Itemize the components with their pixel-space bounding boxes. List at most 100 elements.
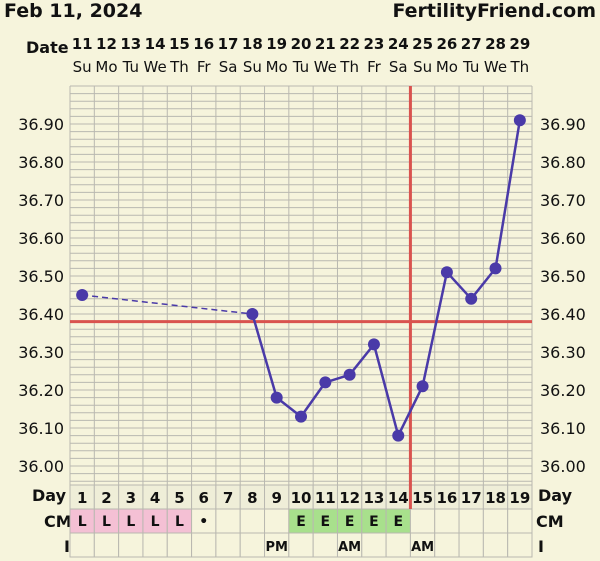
- cycle-day-label: 18: [485, 489, 506, 507]
- weekday-label: Tu: [462, 58, 479, 76]
- date-label: 29: [509, 35, 530, 53]
- intercourse-label: AM: [338, 540, 361, 555]
- weekday-label: Su: [73, 58, 92, 76]
- date-label: 21: [315, 35, 336, 53]
- weekday-label: Mo: [266, 58, 288, 76]
- temperature-segment: [421, 271, 449, 387]
- date-label: 25: [412, 35, 433, 53]
- temperature-segment: [251, 313, 278, 398]
- intercourse-cell: [69, 532, 95, 558]
- cycle-day-label: 13: [364, 489, 385, 507]
- cycle-day-label: 6: [199, 489, 209, 507]
- y-tick-label-left: 36.70: [18, 191, 64, 210]
- cm-label: E: [393, 514, 403, 530]
- intercourse-cell: [215, 532, 241, 558]
- cycle-day-label: 7: [223, 489, 233, 507]
- temperature-point: [465, 292, 478, 305]
- weekday-label: Th: [169, 58, 189, 76]
- cycle-day-label: 14: [388, 489, 409, 507]
- cm-cell: [458, 508, 484, 534]
- temperature-segment: [372, 344, 400, 436]
- weekday-label: Sa: [389, 58, 408, 76]
- y-tick-label-left: 36.80: [18, 153, 64, 172]
- intercourse-cell: [458, 532, 484, 558]
- date-label: 17: [218, 35, 239, 53]
- weekday-label: Mo: [436, 58, 458, 76]
- y-tick-label-right: 36.10: [540, 419, 586, 438]
- cm-label: L: [78, 514, 87, 530]
- temperature-point: [440, 266, 453, 279]
- date-label: 22: [339, 35, 360, 53]
- cm-cell: [239, 508, 266, 534]
- day-cell: [118, 484, 144, 510]
- cm-cell: [361, 508, 387, 534]
- cycle-day-label: 3: [126, 489, 136, 507]
- intercourse-cell: [191, 532, 217, 558]
- y-tick-label-left: 36.90: [18, 115, 64, 134]
- weekday-label: Su: [413, 58, 432, 76]
- date-label: 13: [120, 35, 141, 53]
- y-tick-label-left: 36.10: [18, 419, 64, 438]
- date-label: 24: [388, 35, 409, 53]
- y-tick-label-right: 36.30: [540, 343, 586, 362]
- temperature-point: [76, 289, 89, 301]
- cycle-day-label: 5: [174, 489, 184, 507]
- y-tick-label-right: 36.40: [540, 305, 586, 324]
- cycle-day-label: 11: [315, 489, 336, 507]
- cm-cell: [434, 508, 460, 534]
- intercourse-row-label-left: I: [64, 537, 70, 556]
- cycle-day-label: 19: [509, 489, 530, 507]
- cm-cell: [264, 508, 290, 534]
- intercourse-cell: [288, 532, 314, 558]
- date-label: 26: [436, 35, 457, 53]
- cm-label: E: [369, 514, 379, 530]
- temperature-point: [343, 368, 356, 381]
- intercourse-cell: [507, 532, 533, 558]
- y-tick-label-left: 36.50: [18, 267, 64, 286]
- date-label: 20: [291, 35, 312, 53]
- date-label: 14: [145, 35, 166, 53]
- temperature-point: [270, 391, 283, 404]
- weekday-label: We: [144, 58, 167, 76]
- y-tick-label-right: 36.80: [540, 153, 586, 172]
- cycle-day-label: 16: [436, 489, 457, 507]
- cm-label: E: [321, 514, 331, 530]
- cm-cell: [69, 508, 95, 534]
- date-label: 19: [266, 35, 287, 53]
- cm-cell: [507, 508, 533, 534]
- cycle-day-label: 2: [101, 489, 111, 507]
- y-tick-label-left: 36.40: [18, 305, 64, 324]
- temperature-point: [392, 429, 405, 442]
- intercourse-cell: [312, 532, 338, 558]
- cm-cell: [336, 508, 363, 534]
- intercourse-cell: [264, 532, 290, 558]
- cycle-day-label: 15: [412, 489, 433, 507]
- y-tick-label-right: 36.50: [540, 267, 586, 286]
- date-row-label: Date: [26, 38, 69, 57]
- cm-row-label-left: CM: [44, 512, 72, 531]
- cm-label: E: [345, 514, 355, 530]
- cm-label: •: [199, 514, 208, 530]
- intercourse-cell: [239, 532, 266, 558]
- intercourse-row-label-right: I: [538, 537, 544, 556]
- weekday-label: Th: [510, 58, 530, 76]
- weekday-label: Tu: [292, 58, 309, 76]
- intercourse-cell: [361, 532, 387, 558]
- cm-cell: [215, 508, 241, 534]
- date-label: 28: [485, 35, 506, 53]
- intercourse-cell: [118, 532, 144, 558]
- day-cell: [434, 484, 460, 510]
- cm-label: L: [102, 514, 111, 530]
- temperature-segment: [299, 381, 327, 418]
- y-tick-label-right: 36.60: [540, 229, 586, 248]
- y-tick-label-right: 36.20: [540, 381, 586, 400]
- cycle-day-label: 9: [271, 489, 281, 507]
- temperature-segment: [397, 385, 424, 437]
- intercourse-label: PM: [265, 540, 287, 555]
- temperature-point: [513, 114, 526, 127]
- date-label: 23: [364, 35, 385, 53]
- day-row-label-left: Day: [32, 486, 67, 505]
- date-label: 15: [169, 35, 190, 53]
